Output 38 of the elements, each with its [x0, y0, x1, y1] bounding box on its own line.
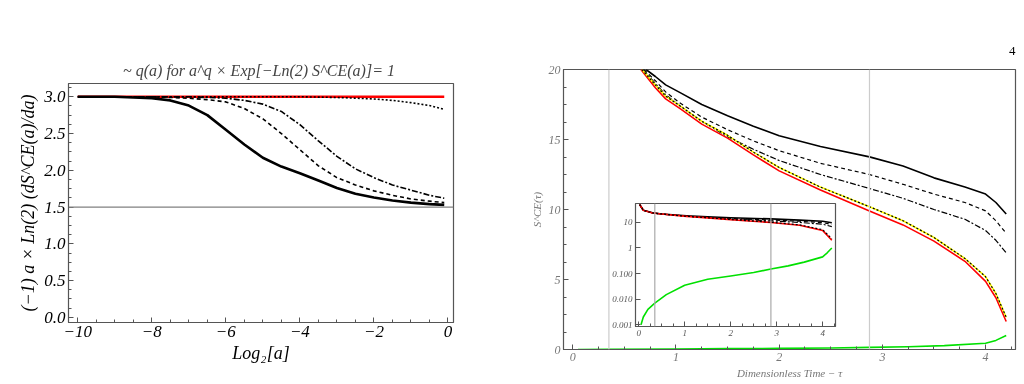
x-tick-label: 3 — [773, 327, 780, 338]
y-tick-label: 2.0 — [44, 160, 66, 180]
x-tick-label: 3 — [878, 349, 886, 364]
x-tick-label: 2 — [728, 327, 734, 338]
x-tick-label: 4 — [982, 349, 989, 364]
x-axis-title: Dimensionless Time − τ — [735, 366, 844, 379]
x-tick-label: −6 — [215, 321, 237, 341]
x-tick-label: 1 — [672, 349, 679, 364]
x-tick-label: 1 — [682, 327, 687, 338]
y-tick-label: 20 — [548, 62, 561, 77]
y-tick-label: 2.5 — [44, 124, 66, 144]
y-axis-title: S^CE(τ) — [530, 191, 544, 228]
y-tick-label: 10 — [623, 217, 633, 228]
y-tick-label: 0.100 — [612, 268, 633, 279]
x-tick-label: 2 — [776, 349, 783, 364]
y-tick-label: 0.001 — [612, 319, 633, 330]
y-tick-label: 5 — [554, 272, 561, 287]
y-tick-label: 15 — [548, 132, 561, 147]
y-axis-title: (−1) a × Ln(2) (dS^CE(a)/da) — [18, 94, 40, 312]
y-tick-label: 0.0 — [44, 307, 66, 327]
y-tick-label: 3.0 — [43, 87, 66, 107]
y-tick-label: 1.0 — [44, 234, 66, 254]
x-tick-label: 0 — [443, 321, 453, 341]
chart-title: ~ q(a) for a^q × Exp[−Ln(2) S^CE(a)]= 1 — [123, 61, 395, 80]
y-tick-label: 0.5 — [44, 271, 66, 291]
text: 4 — [1009, 42, 1016, 58]
x-tick-label: −8 — [141, 321, 163, 341]
y-tick-label: 1 — [628, 243, 633, 253]
x-tick-label: 0 — [636, 327, 642, 338]
x-tick-label: −4 — [289, 321, 311, 341]
x-tick-label: −2 — [363, 321, 385, 341]
y-tick-label: 10 — [548, 202, 561, 217]
y-tick-label: 0.010 — [612, 294, 633, 305]
x-tick-label: 4 — [820, 327, 826, 338]
x-tick-label: −10 — [63, 321, 93, 341]
y-tick-label: 1.5 — [44, 197, 66, 217]
x-axis-title: Log₂[a] — [231, 342, 290, 363]
x-tick-label: 0 — [569, 349, 576, 364]
